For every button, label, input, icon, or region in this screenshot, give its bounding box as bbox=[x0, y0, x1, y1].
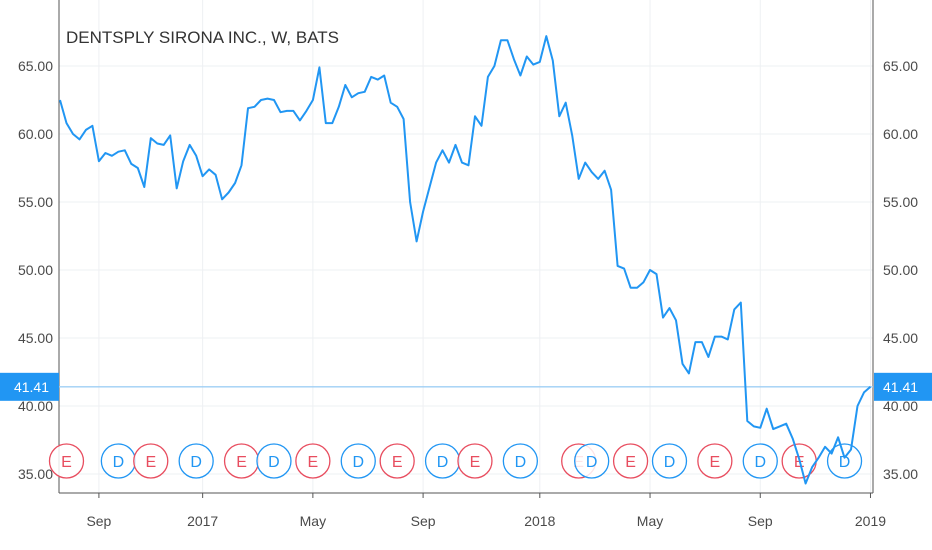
earnings-event-marker: E bbox=[697, 443, 733, 479]
event-circle bbox=[651, 443, 688, 479]
event-circle bbox=[256, 443, 292, 479]
dividend-event-marker: D bbox=[826, 443, 863, 479]
event-letter: D bbox=[839, 454, 851, 471]
tick-labels: 35.00 35.00 40.00 40.00 45.00 45.00 50.00 50.00… bbox=[18, 58, 918, 529]
event-circle bbox=[502, 443, 539, 479]
y-tick-label-right: 50.00 bbox=[883, 262, 918, 278]
price-series bbox=[59, 35, 872, 485]
event-circle bbox=[379, 443, 415, 479]
event-letter: D bbox=[437, 454, 449, 471]
event-letter: D bbox=[268, 454, 280, 471]
price-badges: 41.41 41.41 bbox=[0, 372, 932, 401]
event-circle bbox=[340, 443, 376, 479]
dividend-event-marker: D bbox=[424, 443, 461, 479]
event-letter: D bbox=[664, 454, 676, 471]
y-tick-label-left: 50.00 bbox=[18, 262, 53, 278]
event-circle bbox=[697, 443, 733, 479]
event-letter: E bbox=[308, 454, 319, 471]
event-circle bbox=[742, 443, 778, 479]
y-tick-label-left: 35.00 bbox=[18, 466, 53, 482]
x-tick-label: May bbox=[300, 513, 326, 529]
x-tick-label: 2019 bbox=[855, 513, 886, 529]
event-circle bbox=[133, 443, 169, 479]
grid-lines bbox=[59, 0, 873, 493]
event-circle bbox=[612, 443, 649, 479]
event-circle bbox=[178, 443, 214, 479]
event-circle bbox=[48, 443, 85, 479]
y-tick-label-left: 60.00 bbox=[18, 126, 53, 142]
x-tick-label: Sep bbox=[411, 513, 436, 529]
dividend-event-marker: D bbox=[502, 443, 539, 479]
x-tick-label: Sep bbox=[86, 513, 111, 529]
earnings-event-marker: E bbox=[612, 443, 649, 479]
y-tick-label-left: 55.00 bbox=[18, 194, 53, 210]
y-tick-label-left: 65.00 bbox=[18, 58, 53, 74]
y-tick-label-right: 40.00 bbox=[883, 398, 918, 414]
event-letter: E bbox=[710, 454, 721, 471]
dividend-event-marker: D bbox=[100, 443, 137, 479]
earnings-event-marker: E bbox=[457, 443, 493, 479]
y-tick-label-right: 35.00 bbox=[883, 466, 918, 482]
event-circle bbox=[826, 443, 863, 479]
dividend-event-marker: D bbox=[178, 443, 214, 479]
x-tick-label: 2018 bbox=[524, 513, 555, 529]
axes bbox=[58, 0, 874, 498]
y-tick-label-left: 40.00 bbox=[18, 398, 53, 414]
event-letter: E bbox=[236, 454, 247, 471]
last-price-label-right: 41.41 bbox=[883, 379, 918, 395]
event-letter: D bbox=[754, 454, 766, 471]
earnings-event-marker: E bbox=[295, 443, 331, 479]
dividend-event-marker: D bbox=[256, 443, 292, 479]
y-tick-label-left: 45.00 bbox=[18, 330, 53, 346]
earnings-event-marker: E bbox=[133, 443, 169, 479]
event-markers: EDEDEDEDEDEDEDEDEDED bbox=[48, 443, 863, 479]
earnings-event-marker: E bbox=[48, 443, 85, 479]
event-letter: D bbox=[190, 454, 202, 471]
event-circle bbox=[457, 443, 493, 479]
event-letter: D bbox=[352, 454, 364, 471]
badge-background bbox=[874, 372, 932, 401]
event-letter: E bbox=[392, 454, 403, 471]
y-tick-label-right: 60.00 bbox=[883, 126, 918, 142]
event-letter: E bbox=[625, 454, 636, 471]
event-letter: E bbox=[470, 454, 481, 471]
event-letter: E bbox=[61, 454, 72, 471]
event-circle bbox=[574, 443, 610, 479]
y-tick-label-right: 55.00 bbox=[883, 194, 918, 210]
last-price-badge-right: 41.41 bbox=[874, 372, 932, 401]
event-letter: D bbox=[586, 454, 598, 471]
y-tick-label-right: 45.00 bbox=[883, 330, 918, 346]
event-circle bbox=[295, 443, 331, 479]
badge-background bbox=[0, 372, 59, 401]
dividend-event-marker: D bbox=[742, 443, 778, 479]
dividend-event-marker: D bbox=[340, 443, 376, 479]
y-tick-label-right: 65.00 bbox=[883, 58, 918, 74]
earnings-event-marker: E bbox=[379, 443, 415, 479]
price-line bbox=[59, 35, 872, 485]
x-tick-label: May bbox=[637, 513, 663, 529]
earnings-event-marker: E bbox=[223, 443, 260, 479]
event-letter: D bbox=[515, 454, 527, 471]
last-price-badge-left: 41.41 bbox=[0, 372, 59, 401]
x-tick-label: Sep bbox=[748, 513, 773, 529]
chart-title: DENTSPLY SIRONA INC., W, BATS bbox=[66, 28, 339, 47]
last-price-label-left: 41.41 bbox=[14, 379, 49, 395]
dividend-event-marker: D bbox=[651, 443, 688, 479]
event-letter: D bbox=[113, 454, 125, 471]
event-letter: E bbox=[145, 454, 156, 471]
x-tick-label: 2017 bbox=[187, 513, 218, 529]
dividend-event-marker: D bbox=[574, 443, 610, 479]
